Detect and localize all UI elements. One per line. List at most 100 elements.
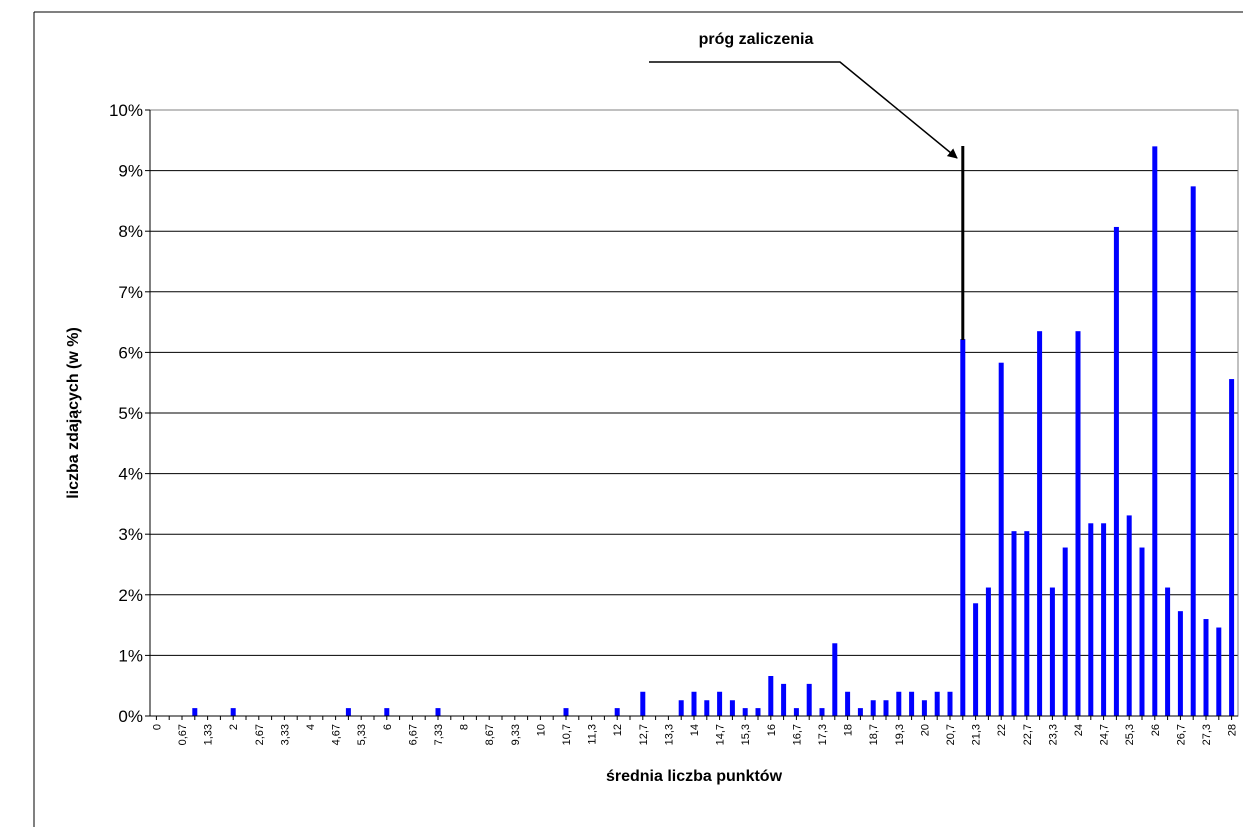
y-tick-label: 9% (118, 162, 143, 181)
y-tick-label: 1% (118, 646, 143, 665)
bar (985, 587, 991, 716)
x-tick-label: 8,67 (484, 724, 496, 745)
bar (1088, 523, 1094, 716)
annotation-arrow (649, 61, 958, 159)
x-tick-label: 12 (612, 724, 624, 736)
bar (717, 691, 723, 716)
y-tick-label: 7% (118, 283, 143, 302)
bar (563, 708, 569, 716)
x-tick-label: 16,7 (791, 724, 803, 745)
bar (192, 708, 198, 716)
bar (755, 708, 761, 716)
bar (1229, 379, 1235, 716)
y-tick-label: 0% (118, 707, 143, 726)
x-tick-label: 21,3 (971, 724, 983, 745)
x-tick-label: 7,33 (433, 724, 445, 745)
bar (1126, 515, 1132, 716)
x-tick-label: 24 (1073, 724, 1085, 736)
x-tick-label: 20 (919, 724, 931, 736)
bar (947, 691, 953, 716)
bar (1203, 619, 1209, 716)
bar (832, 643, 838, 716)
x-tick-label: 28 (1227, 724, 1239, 736)
gridlines (150, 170, 1238, 656)
bar (921, 700, 927, 716)
x-tick-label: 10 (535, 724, 547, 736)
x-tick-label: 18,7 (868, 724, 880, 745)
x-tick-label: 8 (459, 724, 471, 730)
bar (614, 708, 620, 716)
y-tick-label: 3% (118, 525, 143, 544)
x-tick-labels: 0 0,67 1,33 2 2,67 3,33 4 4,67 5,33 6 6,67 7,33 8 8,6… (151, 716, 1239, 745)
bar (819, 708, 825, 716)
bar (1139, 547, 1145, 716)
bar (345, 708, 351, 716)
bar (768, 676, 774, 716)
x-tick-label: 18 (843, 724, 855, 736)
x-tick-label: 27,3 (1201, 724, 1213, 745)
x-tick-label: 5,33 (356, 724, 368, 745)
bar (384, 708, 390, 716)
y-tick-label: 6% (118, 343, 143, 362)
x-tick-label: 22 (996, 724, 1008, 736)
x-tick-label: 22,7 (1022, 724, 1034, 745)
x-tick-label: 19,3 (894, 724, 906, 745)
x-tick-label: 26,7 (1175, 724, 1187, 745)
bar (909, 691, 915, 716)
bar (806, 683, 812, 716)
x-tick-label: 9,33 (510, 724, 522, 745)
bar (1049, 587, 1055, 716)
x-tick-label: 1,33 (203, 724, 215, 745)
x-tick-label: 0 (151, 724, 163, 730)
bar (1152, 146, 1158, 717)
annotation-label: próg zaliczenia (699, 31, 814, 48)
bar (640, 691, 646, 716)
y-tick-label: 2% (118, 586, 143, 605)
x-tick-label: 14 (689, 724, 701, 736)
bar (960, 339, 966, 716)
x-axis-title: średnia liczba punktów (606, 768, 783, 785)
bar (704, 700, 710, 716)
y-tick-label: 10% (109, 101, 143, 120)
bar (998, 362, 1004, 716)
x-tick-label: 2,67 (254, 724, 266, 745)
y-tick-labels: 0% 1% 2% 3% 4% 5% 6% 7% 8% 9% 10% (109, 101, 150, 726)
bar (934, 691, 940, 716)
bar (857, 708, 863, 716)
bar (973, 603, 979, 716)
bar (1037, 331, 1043, 716)
x-tick-label: 14,7 (715, 724, 727, 745)
x-tick-label: 13,3 (663, 724, 675, 745)
x-tick-label: 16 (766, 724, 778, 736)
x-tick-label: 6,67 (407, 724, 419, 745)
bar (1101, 523, 1107, 716)
bar (435, 708, 441, 716)
x-tick-label: 24,7 (1099, 724, 1111, 745)
bar (729, 700, 735, 716)
bar (1062, 547, 1068, 716)
x-tick-label: 10,7 (561, 724, 573, 745)
bar (896, 691, 902, 716)
x-tick-label: 2 (228, 724, 240, 730)
bar (870, 700, 876, 716)
bar (845, 691, 851, 716)
x-tick-label: 4,67 (331, 724, 343, 745)
bar-series (192, 146, 1235, 717)
bar (1024, 531, 1030, 716)
x-tick-label: 12,7 (638, 724, 650, 745)
bar (1113, 226, 1119, 716)
x-tick-label: 0,67 (177, 724, 189, 745)
bar (742, 708, 748, 716)
x-tick-label: 15,3 (740, 724, 752, 745)
bar (1190, 186, 1196, 716)
bar (1165, 587, 1171, 716)
x-tick-label: 23,3 (1047, 724, 1059, 745)
x-tick-label: 6 (382, 724, 394, 730)
x-tick-label: 11,3 (587, 724, 599, 745)
x-tick-label: 20,7 (945, 724, 957, 745)
bar (1177, 611, 1183, 716)
y-tick-label: 8% (118, 222, 143, 241)
bar (1011, 531, 1017, 716)
bar (691, 691, 697, 716)
